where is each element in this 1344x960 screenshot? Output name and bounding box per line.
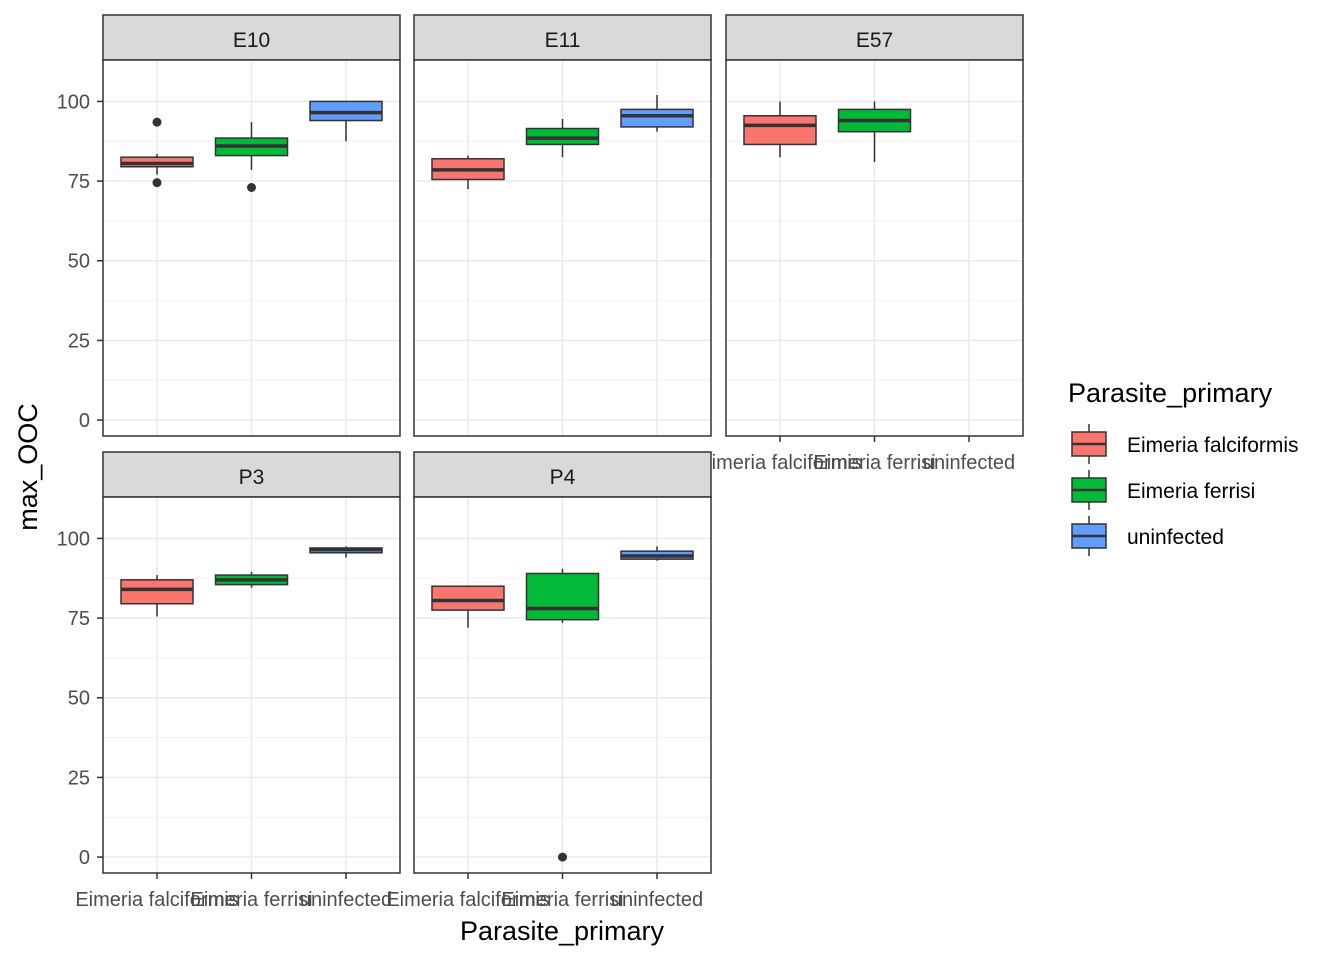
outlier-point <box>152 117 162 127</box>
legend-entry-label: Eimeria falciformis <box>1127 434 1299 457</box>
facet-strip <box>413 451 712 498</box>
facet-panel-e10: E10 0 25 50 75 100 <box>57 14 401 437</box>
box-body <box>431 585 505 611</box>
box-eimeria-ferrisi <box>837 101 912 162</box>
box-uninfected <box>309 100 383 142</box>
legend-entry-label: uninfected <box>1127 526 1224 549</box>
box-body <box>743 115 817 146</box>
box-uninfected <box>309 546 383 558</box>
x-tick-label: uninfected <box>611 889 703 911</box>
facet-strip-label: E57 <box>856 29 893 52</box>
legend-entry-eimeria-ferrisi: Eimeria ferrisi <box>1071 470 1255 510</box>
box-body <box>120 579 194 605</box>
box-eimeria-falciformis <box>120 117 194 188</box>
facet-strip <box>102 451 401 498</box>
box-body <box>620 108 694 128</box>
box-eimeria-ferrisi <box>214 571 289 588</box>
box-eimeria-ferrisi <box>525 118 600 158</box>
box-body <box>525 572 600 621</box>
box-eimeria-falciformis <box>431 585 505 628</box>
panel-border <box>413 59 712 437</box>
y-tick-label: 100 <box>57 91 90 113</box>
legend-title: Parasite_primary <box>1068 378 1273 408</box>
facet-panel-e11: E11 <box>413 14 712 437</box>
facet-strip-label: P3 <box>239 466 265 489</box>
y-tick-label: 0 <box>79 847 90 869</box>
facet-strip <box>725 14 1024 61</box>
x-tick-label: Eimeria ferrisi <box>501 889 623 911</box>
x-tick-label: uninfected <box>300 889 392 911</box>
x-tick-label: Eimeria ferrisi <box>813 452 935 474</box>
y-tick-label: 50 <box>68 251 90 273</box>
outlier-point <box>247 182 256 192</box>
box-eimeria-falciformis <box>431 155 505 190</box>
y-axis-title: max_OOC <box>13 403 43 531</box>
box-uninfected <box>620 546 694 561</box>
facet-strip-label: E10 <box>233 29 270 52</box>
legend-entry-label: Eimeria ferrisi <box>1127 480 1255 503</box>
outlier-point <box>558 852 567 862</box>
y-tick-label: 75 <box>68 608 90 630</box>
box-eimeria-falciformis <box>743 101 817 158</box>
box-uninfected <box>620 95 694 132</box>
panel-border <box>102 59 401 437</box>
outlier-point <box>152 178 162 188</box>
box-eimeria-ferrisi <box>214 122 289 192</box>
legend-entry-eimeria-falciformis: Eimeria falciformis <box>1071 424 1299 464</box>
x-tick-label: uninfected <box>923 452 1015 474</box>
x-axis-title: Parasite_primary <box>460 916 665 946</box>
y-tick-label: 25 <box>68 767 90 789</box>
x-tick-label: Eimeria ferrisi <box>190 889 312 911</box>
y-tick-label: 0 <box>79 410 90 432</box>
facet-strip <box>102 14 401 61</box>
legend: Parasite_primary Eimeria falciformis Eime… <box>1068 378 1299 556</box>
y-tick-label: 100 <box>57 528 90 550</box>
x-tick-label: Eimeria falciformis <box>698 452 861 474</box>
facet-strip-label: P4 <box>550 466 576 489</box>
x-tick-label: Eimeria falciformis <box>386 889 549 911</box>
facet-strip-label: E11 <box>545 29 581 52</box>
y-tick-label: 75 <box>68 171 90 193</box>
y-tick-label: 50 <box>68 688 90 710</box>
box-eimeria-falciformis <box>120 575 194 617</box>
y-tick-label: 25 <box>68 330 90 352</box>
box-eimeria-ferrisi <box>525 568 600 862</box>
x-tick-label: Eimeria falciformis <box>75 889 238 911</box>
legend-entry-uninfected: uninfected <box>1071 516 1224 556</box>
